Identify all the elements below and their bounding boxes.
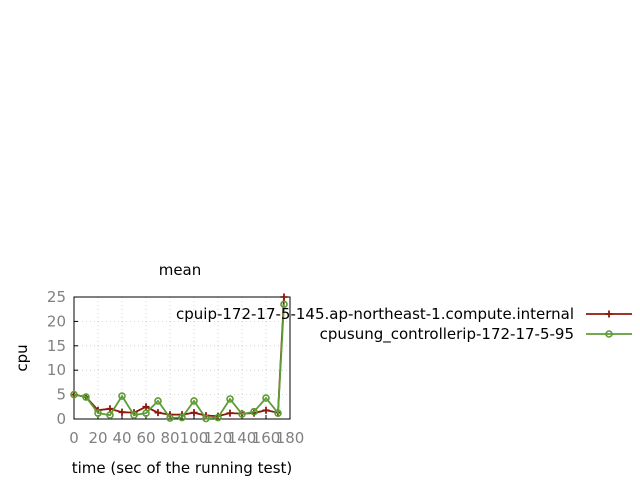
data-point [250,407,258,416]
x-tick-label: 0 [69,429,79,447]
chart-title: mean [159,261,202,279]
x-tick-label: 180 [276,429,305,447]
data-point [154,409,162,417]
y-tick-label: 25 [47,288,66,306]
y-tick-label: 0 [56,410,66,428]
legend-marker [605,310,613,318]
x-tick-label: 80 [160,429,179,447]
data-point [118,392,126,400]
data-point [118,408,126,416]
legend-marker [605,330,613,338]
data-point [214,413,222,422]
data-point [106,405,114,413]
data-point [226,409,234,417]
data-point [166,414,174,422]
x-tick-label: 20 [88,429,107,447]
x-tick-label: 120 [204,429,233,447]
plot-frame [73,296,291,420]
data-point [142,409,150,417]
x-axis-label: time (sec of the running test) [72,459,293,477]
data-point [142,403,150,411]
data-point [226,395,234,403]
legend-label: cpuip-172-17-5-145.ap-northeast-1.comput… [176,305,574,323]
y-axis-label: cpu [13,344,31,371]
data-point [106,411,114,419]
x-tick-label: 160 [252,429,281,447]
y-tick-label: 20 [47,312,66,330]
data-point [130,411,138,419]
series-2 [70,300,288,423]
data-point [280,300,288,309]
data-point [154,397,162,405]
data-point [262,394,270,402]
y-tick-label: 15 [47,337,66,355]
data-point [274,409,282,417]
data-point [70,390,78,399]
x-tick-label: 140 [228,429,257,447]
y-tick-label: 10 [47,361,66,379]
data-point [190,409,198,417]
series-lines [70,293,288,423]
data-point [94,409,102,417]
data-point [178,413,186,422]
data-point [202,414,210,423]
x-tick-label: 100 [180,429,209,447]
data-point [190,397,198,405]
data-point [262,406,270,414]
x-tick-label: 40 [112,429,131,447]
data-point [82,393,90,401]
legend-label: cpusung_controllerip-172-17-5-95 [320,325,574,344]
series-line [73,304,285,420]
x-tick-label: 60 [136,429,155,447]
legend: cpuip-172-17-5-145.ap-northeast-1.comput… [176,305,632,344]
data-point [280,293,288,301]
y-tick-label: 5 [56,386,66,404]
data-point [238,410,246,418]
